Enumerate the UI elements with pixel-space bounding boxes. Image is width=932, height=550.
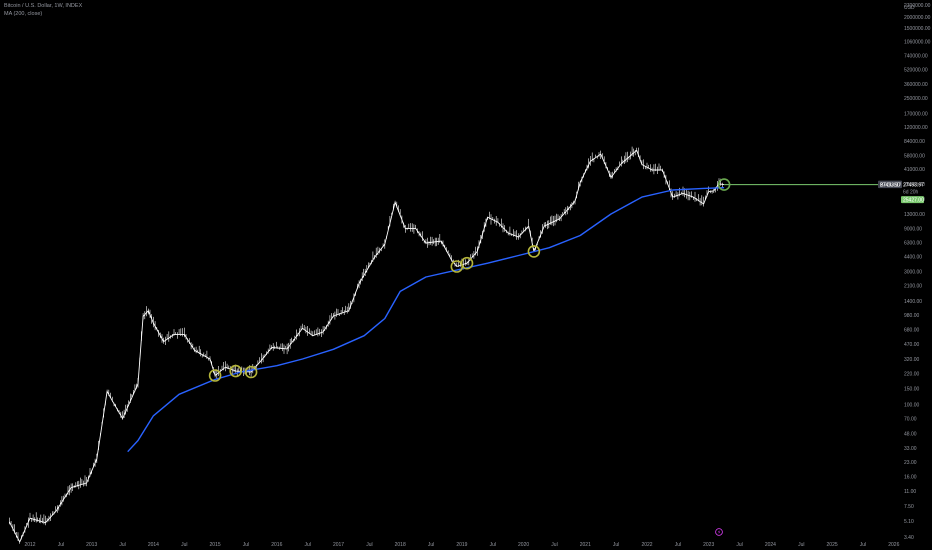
x-tick-label: 2020 <box>518 542 529 548</box>
y-tick-label: 70.00 <box>904 417 917 423</box>
y-tick-label: 2100.00 <box>904 283 922 289</box>
y-tick-label: 1060000.00 <box>904 40 931 46</box>
x-tick-label: 2026 <box>888 542 899 548</box>
ma-value-label: 25427.00 <box>903 197 924 203</box>
y-tick-label: 33.00 <box>904 446 917 452</box>
x-tick-label: Jul <box>366 542 372 548</box>
x-tick-label: Jul <box>551 542 557 548</box>
y-tick-label: 100.00 <box>904 403 920 409</box>
y-tick-label: 41000.00 <box>904 167 925 173</box>
y-tick-label: 3000.00 <box>904 269 922 275</box>
y-tick-label: 320.00 <box>904 357 920 363</box>
y-tick-label: 4400.00 <box>904 254 922 260</box>
highlight-circles <box>208 178 731 382</box>
y-tick-label: 5.10 <box>904 519 914 525</box>
last-price-label: 27493.97 <box>880 182 901 188</box>
x-tick-label: Jul <box>613 542 619 548</box>
x-tick-label: 2021 <box>580 542 591 548</box>
x-tick-label: 2023 <box>703 542 714 548</box>
time-axis: 2012 Jul 2013 Jul 2014 Jul 2015 Jul 2016 Jul 2017 J… <box>24 542 899 548</box>
y-tick-label: 7.50 <box>904 504 914 510</box>
x-tick-label: Jul <box>181 542 187 548</box>
y-tick-label: 740000.00 <box>904 54 928 60</box>
x-tick-label: 2013 <box>86 542 97 548</box>
y-tick-label: 11.00 <box>904 489 916 495</box>
price-line <box>8 149 725 543</box>
highlight-circle <box>229 364 242 378</box>
y-tick-label: 980.00 <box>904 313 920 319</box>
x-tick-label: 2022 <box>641 542 652 548</box>
candles-layer <box>9 146 723 544</box>
y-tick-label: 250000.00 <box>904 96 928 102</box>
x-tick-label: Jul <box>58 542 64 548</box>
highlight-circle <box>717 178 731 191</box>
x-tick-label: Jul <box>119 542 125 548</box>
y-tick-label: 6300.00 <box>904 240 922 246</box>
y-tick-label: 23.00 <box>904 460 917 466</box>
y-tick-label: 13000.00 <box>904 212 925 218</box>
last-price-value: 27493.97 <box>903 182 924 188</box>
y-tick-label: 48.00 <box>904 431 917 437</box>
x-tick-label: 2012 <box>24 542 35 548</box>
x-tick-label: Jul <box>736 542 742 548</box>
y-tick-label: 1500000.00 <box>904 26 931 32</box>
currency-label: USD <box>904 5 915 11</box>
y-tick-label: 3.40 <box>904 535 914 541</box>
y-tick-label: 58000.00 <box>904 153 925 159</box>
y-tick-label: 2700000.00 <box>904 3 931 9</box>
x-tick-label: 2019 <box>456 542 467 548</box>
y-tick-label: 470.00 <box>904 342 920 348</box>
x-tick-label: 2017 <box>333 542 344 548</box>
ma-value-bg <box>901 196 924 204</box>
x-tick-label: 2024 <box>765 542 776 548</box>
highlight-circle <box>244 365 258 379</box>
ma-200-line <box>127 187 725 453</box>
y-tick-label: 2000000.00 <box>904 15 931 21</box>
y-tick-label: 9000.00 <box>904 226 922 232</box>
y-tick-label: 220.00 <box>904 372 920 378</box>
x-tick-label: 2015 <box>210 542 221 548</box>
y-tick-label: 150.00 <box>904 387 920 393</box>
ticker-label: BTCUSD <box>880 182 901 188</box>
x-tick-label: Jul <box>490 542 496 548</box>
x-tick-label: 2016 <box>271 542 282 548</box>
symbol-title: Bitcoin / U.S. Dollar, 1W, INDEX <box>4 3 83 9</box>
highlight-circle <box>208 369 222 382</box>
x-tick-label: Jul <box>243 542 249 548</box>
y-tick-label: 28000.00 <box>904 182 925 188</box>
x-tick-label: 2025 <box>827 542 838 548</box>
x-tick-label: Jul <box>304 542 310 548</box>
y-tick-label: 84000.00 <box>904 139 925 145</box>
indicator-legend[interactable]: MA (200, close) <box>4 11 43 17</box>
highlight-circle <box>527 245 541 258</box>
x-tick-label: 2018 <box>395 542 406 548</box>
y-tick-label: 680.00 <box>904 328 920 334</box>
x-tick-label: Jul <box>860 542 866 548</box>
x-tick-label: Jul <box>675 542 681 548</box>
flash-icon[interactable] <box>715 528 723 536</box>
ticker-label-bg <box>878 180 902 189</box>
x-tick-label: Jul <box>428 542 434 548</box>
y-tick-label: 16.00 <box>904 474 917 480</box>
y-tick-label: 120000.00 <box>904 125 928 131</box>
highlight-circle <box>450 260 464 273</box>
y-tick-label: 170000.00 <box>904 111 928 117</box>
y-tick-label: 360000.00 <box>904 82 928 88</box>
x-tick-label: Jul <box>798 542 804 548</box>
y-tick-label: 1400.00 <box>904 299 922 305</box>
y-tick-label: 520000.00 <box>904 68 928 74</box>
x-tick-label: 2014 <box>148 542 159 548</box>
bar-countdown: 6d 20h <box>903 190 919 196</box>
